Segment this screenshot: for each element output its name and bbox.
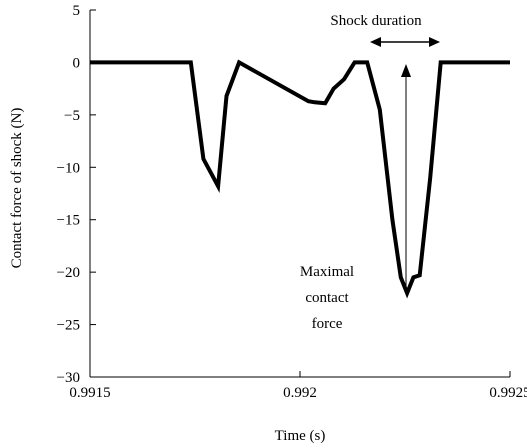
x-tick-label: 0.9925 xyxy=(489,385,527,401)
y-tick-label: −25 xyxy=(57,318,80,334)
x-axis-label: Time (s) xyxy=(275,428,326,444)
y-axis-ticks: 5 0 −5 −10 −15 −20 −25 −30 xyxy=(57,3,96,386)
shock-duration-arrowhead-left xyxy=(370,37,381,47)
series-layer xyxy=(90,59,510,299)
y-tick-label: −30 xyxy=(57,370,80,386)
annotation-layer: Shock duration Maximal contact force xyxy=(300,13,440,332)
maximal-force-label-line2: contact xyxy=(305,290,349,306)
maximal-force-arrowhead xyxy=(401,64,411,77)
y-tick-label: −15 xyxy=(57,213,80,229)
y-tick-label: 0 xyxy=(73,55,81,71)
x-tick-label: 0.992 xyxy=(283,385,317,401)
shock-duration-arrowhead-right xyxy=(429,37,440,47)
y-tick-label: −20 xyxy=(57,265,80,281)
y-tick-label: −10 xyxy=(57,160,80,176)
series-line xyxy=(90,59,510,299)
shock-duration-label: Shock duration xyxy=(330,13,422,29)
y-tick-label: 5 xyxy=(73,3,81,19)
y-tick-label: −5 xyxy=(64,108,80,124)
y-axis-label: Contact force of shock (N) xyxy=(9,108,25,269)
maximal-force-label-line3: force xyxy=(312,316,343,332)
x-tick-label: 0.9915 xyxy=(69,385,110,401)
x-axis-ticks: 0.9915 0.992 0.9925 xyxy=(69,371,527,401)
maximal-force-label-line1: Maximal xyxy=(300,264,354,280)
